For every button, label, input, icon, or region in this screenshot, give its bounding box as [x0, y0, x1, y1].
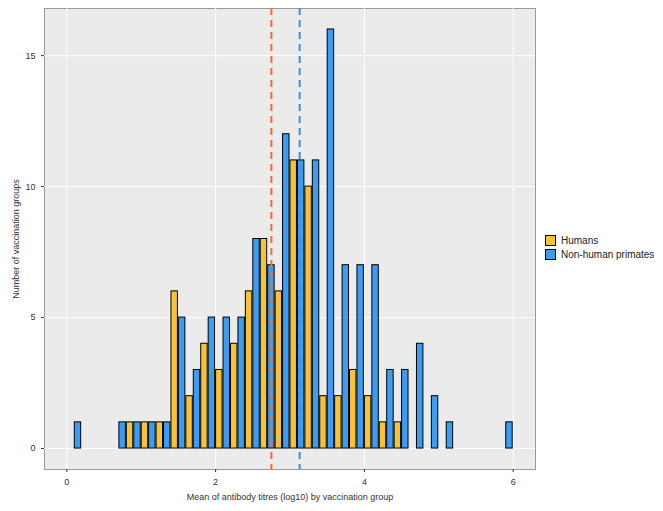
html-text:Humans: Humans [561, 235, 599, 246]
svg-text:0: 0 [64, 477, 69, 487]
html-text:Non-human primates: Non-human primates [561, 249, 655, 260]
svg-text:Number of vaccination groups: Number of vaccination groups [11, 179, 21, 299]
svg-text:15: 15 [25, 51, 35, 61]
svg-text:2: 2 [213, 477, 218, 487]
svg-text:6: 6 [511, 477, 516, 487]
svg-text:10: 10 [25, 181, 35, 191]
svg-text:5: 5 [30, 312, 35, 322]
svg-text:0: 0 [30, 443, 35, 453]
svg-text:Mean of antibody titres (log10: Mean of antibody titres (log10) by vacci… [187, 492, 394, 502]
svg-text:4: 4 [362, 477, 367, 487]
